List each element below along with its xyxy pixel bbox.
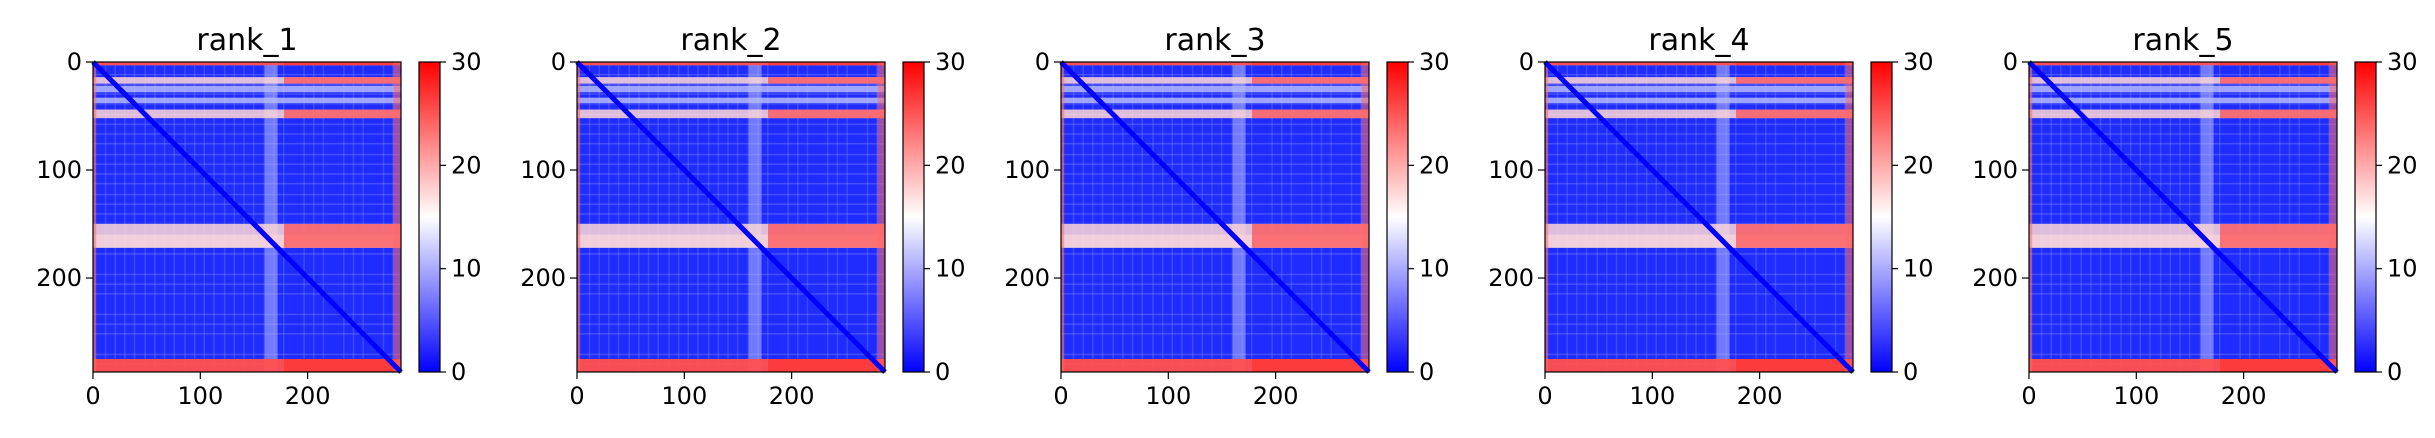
colorbar-tick-label: 20 [451, 151, 482, 179]
x-tick-label: 0 [569, 382, 584, 410]
heatmap-image [2027, 60, 2339, 374]
x-tick-label: 200 [1253, 382, 1299, 410]
y-tick-label: 100 [1972, 156, 2018, 184]
colorbar-tick-label: 10 [1903, 255, 1934, 283]
colorbar-tick-label: 20 [2387, 151, 2418, 179]
y-tick-label: 100 [36, 156, 82, 184]
axes-frame [92, 61, 402, 373]
colorbar-tick-label: 20 [935, 151, 966, 179]
heatmap-panel-2: rank_2 0 100 200 0 100 200 0 10 20 30 [520, 23, 965, 410]
y-tick-label: 100 [1004, 156, 1050, 184]
axes-frame [2028, 61, 2338, 373]
x-tick-label: 100 [661, 382, 707, 410]
y-tick-label: 0 [551, 48, 566, 76]
x-tick-label: 200 [2221, 382, 2267, 410]
colorbar-tick-label: 30 [935, 48, 966, 76]
colorbar: 0 10 20 30 [1870, 48, 1934, 386]
colorbar-tick-label: 30 [2387, 48, 2418, 76]
heatmap-image [91, 60, 403, 374]
colorbar-tick-label: 0 [935, 358, 950, 386]
colorbar: 0 10 20 30 [902, 48, 966, 386]
heatmap-panel-5: rank_5 0 100 200 0 100 200 0 10 20 30 [1972, 23, 2417, 410]
panel-title: rank_5 [2132, 23, 2233, 58]
y-tick-label: 0 [67, 48, 82, 76]
colorbar-tick-label: 10 [2387, 255, 2418, 283]
panel-title: rank_1 [196, 23, 297, 58]
x-tick-label: 100 [1145, 382, 1191, 410]
axes-frame [1544, 61, 1854, 373]
heatmap-image [1059, 60, 1371, 374]
colorbar-tick-label: 0 [2387, 358, 2402, 386]
colorbar: 0 10 20 30 [418, 48, 482, 386]
colorbar-tick-label: 0 [1903, 358, 1918, 386]
colorbar: 0 10 20 30 [2354, 48, 2418, 386]
heatmap-panel-3: rank_3 0 100 200 0 100 200 0 10 20 30 [1004, 23, 1449, 410]
heatmap-panel-4: rank_4 0 100 200 0 100 200 0 10 20 30 [1488, 23, 1933, 410]
heatmap-image [1543, 60, 1855, 374]
y-tick-label: 200 [36, 264, 82, 292]
x-tick-label: 0 [1537, 382, 1552, 410]
y-tick-label: 0 [2003, 48, 2018, 76]
colorbar-gradient [1870, 61, 1893, 373]
colorbar-tick-label: 30 [1419, 48, 1450, 76]
y-tick-label: 100 [1488, 156, 1534, 184]
colorbar-tick-label: 20 [1419, 151, 1450, 179]
colorbar-tick-label: 30 [451, 48, 482, 76]
colorbar-tick-label: 0 [1419, 358, 1434, 386]
y-tick-label: 200 [520, 264, 566, 292]
y-tick-label: 200 [1488, 264, 1534, 292]
panel-title: rank_4 [1648, 23, 1749, 58]
heatmap-panel-1: rank_1 0 100 200 0 100 200 0 10 20 30 [36, 23, 481, 410]
axes-frame [1060, 61, 1370, 373]
x-tick-label: 100 [177, 382, 223, 410]
colorbar-gradient [1386, 61, 1409, 373]
colorbar-gradient [2354, 61, 2377, 373]
colorbar-tick-label: 20 [1903, 151, 1934, 179]
colorbar-tick-label: 10 [451, 255, 482, 283]
y-tick-label: 100 [520, 156, 566, 184]
colorbar: 0 10 20 30 [1386, 48, 1450, 386]
x-tick-label: 100 [2113, 382, 2159, 410]
colorbar-tick-label: 30 [1903, 48, 1934, 76]
x-tick-label: 200 [1737, 382, 1783, 410]
y-tick-label: 200 [1972, 264, 2018, 292]
colorbar-gradient [902, 61, 925, 373]
heatmap-image [575, 60, 887, 374]
colorbar-gradient [418, 61, 441, 373]
colorbar-tick-label: 10 [935, 255, 966, 283]
x-tick-label: 100 [1629, 382, 1675, 410]
y-tick-label: 0 [1519, 48, 1534, 76]
axes-frame [576, 61, 886, 373]
x-tick-label: 200 [769, 382, 815, 410]
y-tick-label: 0 [1035, 48, 1050, 76]
colorbar-tick-label: 10 [1419, 255, 1450, 283]
colorbar-tick-label: 0 [451, 358, 466, 386]
panel-title: rank_3 [1164, 23, 1265, 58]
panel-title: rank_2 [680, 23, 781, 58]
x-tick-label: 0 [2021, 382, 2036, 410]
x-tick-label: 0 [85, 382, 100, 410]
y-tick-label: 200 [1004, 264, 1050, 292]
x-tick-label: 200 [285, 382, 331, 410]
x-tick-label: 0 [1053, 382, 1068, 410]
